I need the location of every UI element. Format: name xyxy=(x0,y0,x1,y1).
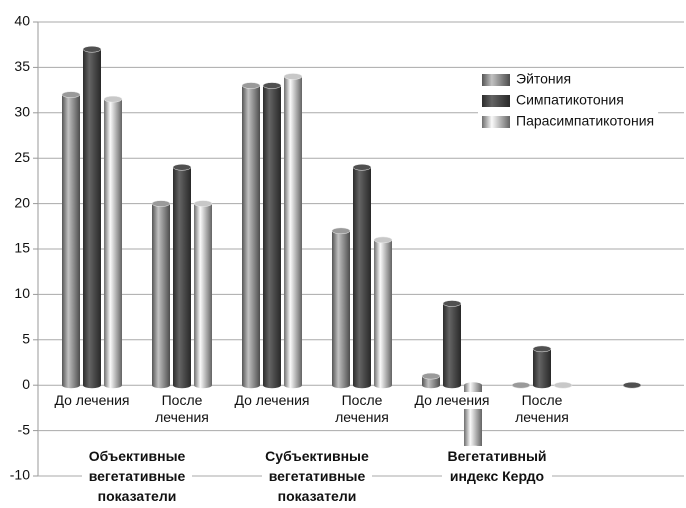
y-tick-label: 40 xyxy=(14,13,30,29)
bar xyxy=(172,164,192,389)
y-tick-label: 10 xyxy=(14,285,30,301)
bar xyxy=(331,227,351,389)
bar xyxy=(103,95,123,389)
legend-swatch xyxy=(482,116,510,128)
y-tick-label: -5 xyxy=(18,421,31,437)
legend-swatch xyxy=(482,74,510,86)
x-tick-label: До лечения xyxy=(229,392,315,409)
y-tick-label: 35 xyxy=(14,58,30,74)
bar xyxy=(622,381,642,389)
bar xyxy=(241,82,261,389)
bar xyxy=(373,236,393,389)
y-tick-label: 20 xyxy=(14,194,30,210)
x-tick-label: После лечения xyxy=(139,392,225,426)
bar xyxy=(151,200,171,389)
bar xyxy=(511,381,531,389)
bar xyxy=(352,164,372,389)
legend-label: Парасимпатикотония xyxy=(516,113,654,129)
x-tick-label: До лечения xyxy=(409,392,495,409)
y-tick-label: 30 xyxy=(14,104,30,120)
legend-label: Эйтония xyxy=(516,71,571,87)
bar xyxy=(193,200,213,389)
legend-label: Симпатикотония xyxy=(516,92,624,108)
x-tick-label: После лечения xyxy=(499,392,585,426)
legend-swatch xyxy=(482,95,510,107)
group-label: Субъективные вегетативные показатели xyxy=(262,446,372,506)
y-tick-label: 5 xyxy=(22,331,30,347)
bar xyxy=(82,45,102,389)
x-tick-label: После лечения xyxy=(319,392,405,426)
bar xyxy=(61,91,81,389)
y-tick-label: 0 xyxy=(22,376,30,392)
bar xyxy=(283,73,303,389)
bar xyxy=(442,300,462,389)
bar xyxy=(532,345,552,389)
y-tick-label: -10 xyxy=(10,467,30,483)
bar xyxy=(421,372,441,389)
group-label: Объективные вегетативные показатели xyxy=(82,446,192,506)
bar xyxy=(262,82,282,389)
y-tick-label: 15 xyxy=(14,240,30,256)
group-label: Вегетативный индекс Кердо xyxy=(442,446,552,486)
bar xyxy=(553,381,573,389)
x-tick-label: До лечения xyxy=(49,392,135,409)
y-tick-label: 25 xyxy=(14,149,30,165)
